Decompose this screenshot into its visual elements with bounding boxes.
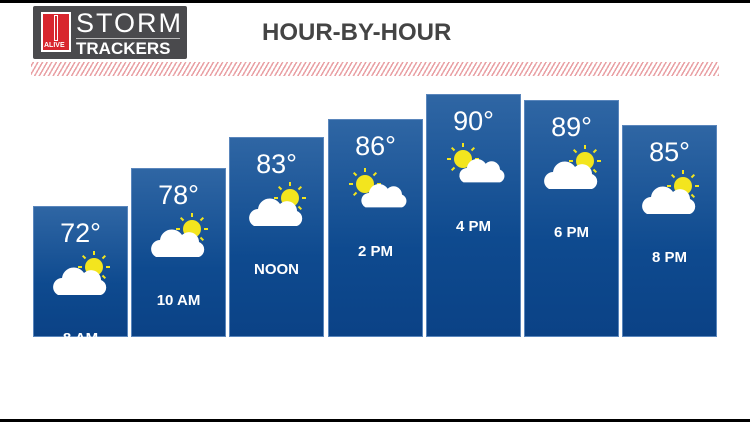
bar-6-pm: 89° 6 PM [524,100,619,337]
temperature-label: 85° [649,137,690,167]
mostly-cloudy-icon [244,182,310,232]
hour-label: 2 PM [357,242,393,260]
mostly-cloudy-icon [539,145,605,195]
temperature-label: 89° [551,112,592,143]
bar-2-pm: 86° 2 PM [328,118,423,337]
stripe-divider [31,62,719,76]
mostly-cloudy-icon [637,170,703,220]
page-title: HOUR-BY-HOUR [262,19,452,46]
hour-label: 10 AM [156,292,201,310]
logo-sub: TRACKERS [76,39,171,58]
bar-10-am: 78° 10 AM [131,168,226,337]
mostly-cloudy-icon [48,250,114,301]
hour-label: 4 PM [455,218,491,235]
temperature-label: 86° [355,130,396,161]
mostly-cloudy-icon [146,213,212,263]
hour-label: 8 AM [62,329,99,347]
temperature-label: 78° [158,180,199,211]
storm-trackers-logo: ALIVE STORM TRACKERS [33,6,187,59]
temperature-label: 83° [256,149,297,180]
temperature-label: 72° [60,217,101,248]
bottom-border [0,419,750,422]
hour-label: 6 PM [553,224,589,242]
11alive-logo-icon: ALIVE [41,12,71,52]
logo-badge: ALIVE [44,42,65,49]
temperature-label: 90° [453,106,494,136]
bar-8-pm: 85° 8 PM [622,125,717,337]
top-border [0,0,750,3]
bar-8-am: 72° 8 AM [33,205,128,347]
partly-sunny-icon [343,164,409,214]
hour-label: NOON [254,261,299,279]
bar-4-pm: 90° 4 PM [426,94,521,337]
hour-label: 8 PM [651,249,687,266]
logo-brand: STORM [76,8,184,38]
bar-noon: 83° NOON [229,137,324,337]
partly-sunny-icon [441,139,507,189]
